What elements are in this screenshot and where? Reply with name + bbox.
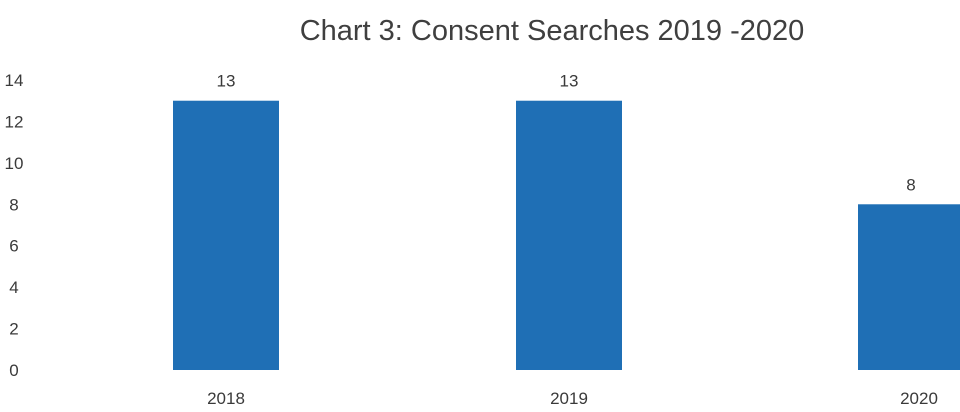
y-tick-label: 12 bbox=[5, 112, 24, 131]
x-category-label: 2019 bbox=[550, 389, 588, 408]
bar-2018 bbox=[173, 100, 279, 370]
bar-2020 bbox=[858, 204, 960, 370]
y-axis-tick-labels: 0 2 4 6 8 10 12 14 bbox=[5, 71, 24, 380]
y-tick-label: 4 bbox=[9, 278, 18, 297]
y-tick-label: 10 bbox=[5, 154, 24, 173]
x-axis-category-labels: 2018 2019 2020 bbox=[207, 389, 938, 408]
chart-title: Chart 3: Consent Searches 2019 -2020 bbox=[300, 15, 805, 47]
x-category-label: 2018 bbox=[207, 389, 245, 408]
bars-group bbox=[173, 100, 960, 370]
y-tick-label: 14 bbox=[5, 71, 24, 90]
y-tick-label: 0 bbox=[9, 361, 18, 380]
data-label: 8 bbox=[906, 175, 915, 194]
bar-2019 bbox=[516, 100, 622, 370]
data-labels-group: 13 13 8 bbox=[217, 72, 916, 195]
data-label: 13 bbox=[560, 72, 579, 91]
y-tick-label: 6 bbox=[9, 237, 18, 256]
x-category-label: 2020 bbox=[900, 389, 938, 408]
data-label: 13 bbox=[217, 72, 236, 91]
y-tick-label: 2 bbox=[9, 320, 18, 339]
y-tick-label: 8 bbox=[9, 195, 18, 214]
